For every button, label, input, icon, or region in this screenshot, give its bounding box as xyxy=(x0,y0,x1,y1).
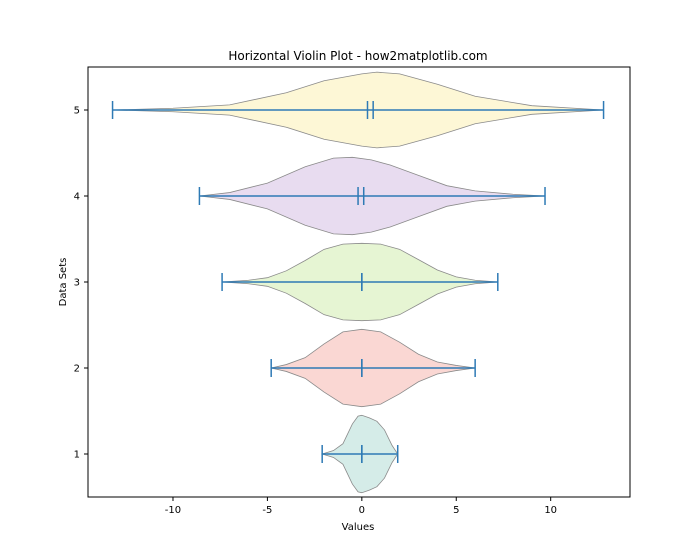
y-axis-label: Data Sets xyxy=(58,258,69,307)
y-tick-label: 3 xyxy=(74,278,80,289)
chart-title: Horizontal Violin Plot - how2matplotlib.… xyxy=(228,49,487,63)
x-tick-label: 5 xyxy=(453,505,459,516)
x-tick-label: -5 xyxy=(262,505,272,516)
violins-layer xyxy=(111,71,605,494)
x-tick-label: 0 xyxy=(359,505,365,516)
y-tick-label: 2 xyxy=(74,364,80,375)
x-tick-label: -10 xyxy=(165,505,181,516)
y-axis: 1 2 3 4 5 xyxy=(74,106,88,461)
x-axis: -10 -5 0 5 10 xyxy=(165,497,557,516)
y-tick-label: 4 xyxy=(74,192,80,203)
x-tick-label: 10 xyxy=(544,505,557,516)
y-tick-label: 5 xyxy=(74,106,80,117)
x-axis-label: Values xyxy=(342,522,375,533)
y-tick-label: 1 xyxy=(74,450,80,461)
